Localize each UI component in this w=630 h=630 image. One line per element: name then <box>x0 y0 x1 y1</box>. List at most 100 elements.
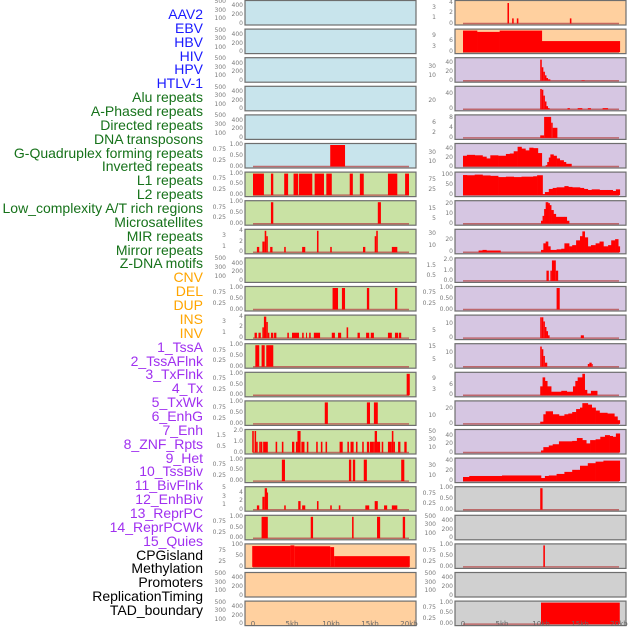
bar <box>564 186 569 196</box>
bar <box>374 501 378 510</box>
y-tick-label: 6 <box>432 118 436 126</box>
bar <box>545 411 553 424</box>
y-tick-label: 100 <box>214 101 226 108</box>
bar <box>254 332 257 339</box>
bar <box>357 332 360 339</box>
y-tick-label: 15 <box>428 342 436 350</box>
y-tick-label: 200 <box>231 96 243 104</box>
y-tick-label: 0 <box>449 105 453 113</box>
bar <box>568 186 573 196</box>
track-panel <box>244 85 417 112</box>
bar <box>292 441 295 453</box>
bar <box>541 220 543 224</box>
track-label: Methylation <box>131 560 203 577</box>
y-tick-label: 6 <box>449 380 453 388</box>
bar <box>545 241 549 253</box>
y-tick-label: 500 <box>214 570 226 577</box>
y-tick-label: 200 <box>231 68 243 76</box>
bar <box>589 362 592 367</box>
y-tick-label: 5 <box>222 484 226 492</box>
bar <box>600 436 606 453</box>
bar <box>477 31 500 53</box>
track-panel <box>454 371 627 398</box>
bar <box>253 173 264 196</box>
panel-background <box>244 428 417 455</box>
bar <box>577 377 583 396</box>
track-panel <box>244 400 417 426</box>
y-tick-label: 30 <box>428 436 436 444</box>
track-label: 4_Tx <box>171 380 203 397</box>
bar <box>541 41 621 53</box>
bar <box>376 230 378 253</box>
y-tick-label: 500 <box>214 55 226 63</box>
track-panel <box>244 257 417 283</box>
bar <box>604 435 610 453</box>
panel-background <box>454 200 627 226</box>
y-tick-label: 75 <box>218 546 226 554</box>
bar <box>595 439 601 453</box>
track-panel <box>454 314 627 341</box>
track-panel <box>454 600 627 627</box>
bar <box>274 332 277 339</box>
panel-background <box>244 371 417 398</box>
bar <box>398 441 401 453</box>
panel-background <box>454 285 627 312</box>
bar <box>543 243 546 253</box>
y-tick-label: 0.25 <box>212 300 226 308</box>
bar <box>302 505 306 510</box>
bar <box>316 441 318 453</box>
y-tick-label: 400 <box>231 602 243 610</box>
bar <box>587 364 590 367</box>
y-tick-label: 0 <box>239 334 243 342</box>
y-tick-label: 20 <box>445 440 453 448</box>
bar <box>603 460 621 482</box>
track-label: CPGisland <box>136 546 203 563</box>
bar <box>591 407 596 424</box>
y-tick-label: 0.00 <box>229 391 243 399</box>
y-tick-label: 300 <box>214 121 226 128</box>
bar <box>548 157 551 167</box>
track-label: Directed repeats <box>100 116 203 133</box>
y-tick-label: 3 <box>222 492 226 500</box>
bar <box>544 116 552 138</box>
bar <box>556 288 560 310</box>
bar <box>541 317 544 339</box>
bar <box>334 556 410 567</box>
bar <box>349 173 353 196</box>
y-tick-label: 1.00 <box>229 141 243 148</box>
track-label: DUP <box>173 297 203 314</box>
y-tick-label: 0.00 <box>439 305 453 313</box>
bar <box>543 414 546 424</box>
panel-background <box>244 257 417 283</box>
y-tick-label: 0 <box>239 562 243 570</box>
y-tick-label: 200 <box>231 39 243 47</box>
y-tick-label: 2 <box>432 128 436 136</box>
y-tick-label: 0.25 <box>422 500 436 508</box>
y-tick-label: 100 <box>214 615 226 623</box>
y-tick-label: 1.0 <box>233 437 243 445</box>
bar <box>602 108 609 110</box>
bar <box>540 135 545 138</box>
x-tick-label: 20kb <box>610 620 628 628</box>
bar <box>498 155 507 167</box>
y-tick-label: 0.75 <box>422 289 436 297</box>
bar <box>587 246 592 253</box>
bar <box>374 431 378 453</box>
bar <box>474 174 483 196</box>
track-label: L1 repeats <box>136 172 203 189</box>
y-tick-label: 0.75 <box>212 375 226 383</box>
track-panel <box>244 200 417 226</box>
y-tick-label: 0.25 <box>212 471 226 479</box>
bar <box>466 154 475 167</box>
y-tick-label: 0.00 <box>439 620 453 628</box>
bar <box>544 209 546 224</box>
y-tick-label: 500 <box>214 26 226 34</box>
track-label: HTLV-1 <box>156 75 203 92</box>
y-tick-label: 0.25 <box>422 300 436 308</box>
bar <box>540 317 542 339</box>
y-tick-label: 200 <box>441 525 453 533</box>
panel-background <box>244 314 417 341</box>
y-tick-label: 100 <box>214 43 226 51</box>
bar <box>572 440 578 453</box>
bar <box>270 173 274 196</box>
